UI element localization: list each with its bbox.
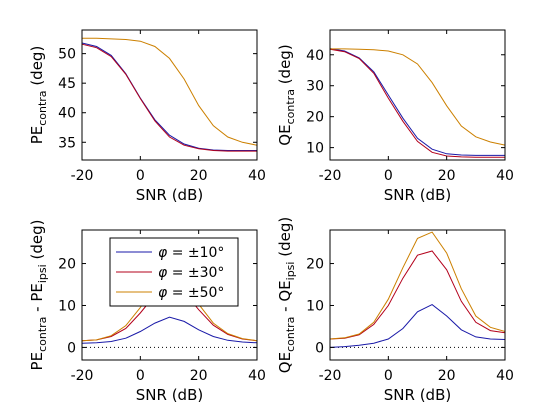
x-tick-label: 0 xyxy=(384,368,393,384)
x-axis-label: SNR (dB) xyxy=(384,386,451,404)
series-line-2 xyxy=(81,43,257,152)
y-tick-label: 0 xyxy=(315,340,324,356)
legend-entry-label: φ = ±50° xyxy=(158,285,224,301)
x-tick-label: 0 xyxy=(136,368,145,384)
axes-box xyxy=(81,29,258,161)
x-tick-label: 20 xyxy=(438,368,456,384)
series-line-3 xyxy=(330,48,506,146)
x-tick-label: 0 xyxy=(136,168,145,184)
y-tick-label: 20 xyxy=(306,110,324,126)
series-line-1 xyxy=(329,304,506,348)
x-tick-label: 20 xyxy=(190,168,208,184)
x-tick-label: -20 xyxy=(71,368,94,384)
series-line-1 xyxy=(329,48,505,156)
y-tick-label: 35 xyxy=(58,135,76,151)
chart-panel-top-left: -20 0 20 40 35 40 45 50 SNR (dB) PEcontra (deg) xyxy=(28,29,266,204)
x-tick-label: -20 xyxy=(71,168,94,184)
series-line-1 xyxy=(81,316,258,344)
y-axis-label: QEcontra (deg) xyxy=(276,44,297,145)
x-tick-label: 40 xyxy=(248,368,266,384)
y-axis-label: QEcontra - QEipsi (deg) xyxy=(276,217,297,373)
axes-box xyxy=(81,229,258,361)
x-tick-label: 40 xyxy=(248,168,266,184)
legend: φ = ±10° φ = ±30° φ = ±50° xyxy=(109,237,239,307)
y-axis-label: PEcontra (deg) xyxy=(28,46,49,145)
y-tick-label: 45 xyxy=(58,76,76,92)
y-tick-label: 10 xyxy=(58,298,76,314)
x-axis-label: SNR (dB) xyxy=(136,386,203,404)
axes-box xyxy=(329,29,506,161)
x-axis-label: SNR (dB) xyxy=(136,186,203,204)
series-line-3 xyxy=(329,231,506,340)
legend-entry-label: φ = ±30° xyxy=(158,265,224,281)
x-tick-label: 40 xyxy=(496,368,514,384)
series-line-1 xyxy=(81,42,257,151)
series-line-3 xyxy=(82,37,258,146)
axes-box xyxy=(329,229,506,361)
x-tick-label: 40 xyxy=(496,168,514,184)
x-tick-label: 0 xyxy=(384,168,393,184)
y-tick-label: 10 xyxy=(306,141,324,157)
series-line-2 xyxy=(329,48,505,158)
legend-entry-label: φ = ±10° xyxy=(158,245,224,261)
y-tick-label: 30 xyxy=(306,79,324,95)
y-tick-label: 0 xyxy=(67,340,76,356)
y-axis-label: PEcontra - PEipsi (deg) xyxy=(28,220,49,371)
series-line-2 xyxy=(329,250,506,340)
chart-panel-top-right: -20 0 20 40 10 20 30 40 SNR (dB) QEcontra (deg) xyxy=(276,29,514,204)
y-tick-label: 40 xyxy=(58,106,76,122)
x-tick-label: -20 xyxy=(319,368,342,384)
y-tick-label: 20 xyxy=(306,257,324,273)
x-tick-label: -20 xyxy=(319,168,342,184)
y-tick-label: 10 xyxy=(306,298,324,314)
x-tick-label: 20 xyxy=(438,168,456,184)
y-tick-label: 50 xyxy=(58,47,76,63)
y-tick-label: 40 xyxy=(306,48,324,64)
x-tick-label: 20 xyxy=(190,368,208,384)
chart-panel-bottom-right: -20 0 20 40 0 10 20 SNR (dB) QEcontra - QEipsi (… xyxy=(276,217,514,404)
x-axis-label: SNR (dB) xyxy=(384,186,451,204)
y-tick-label: 20 xyxy=(58,257,76,273)
